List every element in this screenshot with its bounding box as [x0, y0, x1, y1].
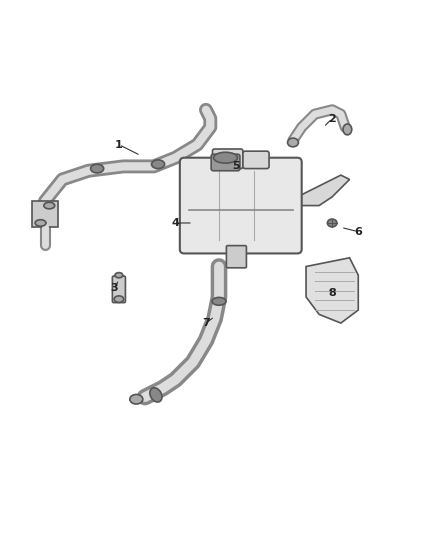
FancyBboxPatch shape [113, 276, 125, 303]
Ellipse shape [114, 296, 124, 302]
Polygon shape [297, 175, 350, 206]
Text: 3: 3 [111, 283, 118, 293]
Ellipse shape [212, 297, 226, 305]
FancyBboxPatch shape [212, 149, 243, 168]
Text: 4: 4 [172, 218, 180, 228]
Text: 8: 8 [328, 288, 336, 297]
Ellipse shape [327, 219, 337, 227]
Ellipse shape [115, 272, 123, 278]
Ellipse shape [214, 152, 237, 163]
Ellipse shape [130, 394, 143, 404]
Polygon shape [306, 258, 358, 323]
Text: 7: 7 [202, 318, 210, 328]
FancyBboxPatch shape [226, 246, 247, 268]
Text: 5: 5 [233, 161, 240, 172]
FancyBboxPatch shape [211, 154, 240, 171]
Ellipse shape [152, 160, 165, 168]
Polygon shape [32, 201, 58, 228]
Ellipse shape [150, 387, 162, 402]
FancyBboxPatch shape [180, 158, 302, 254]
Ellipse shape [44, 203, 55, 209]
Ellipse shape [91, 164, 104, 173]
FancyBboxPatch shape [243, 151, 269, 168]
Ellipse shape [35, 220, 46, 226]
Text: 2: 2 [328, 114, 336, 124]
Ellipse shape [343, 124, 352, 135]
Text: 6: 6 [354, 227, 362, 237]
Ellipse shape [288, 138, 298, 147]
Text: 1: 1 [115, 140, 123, 150]
